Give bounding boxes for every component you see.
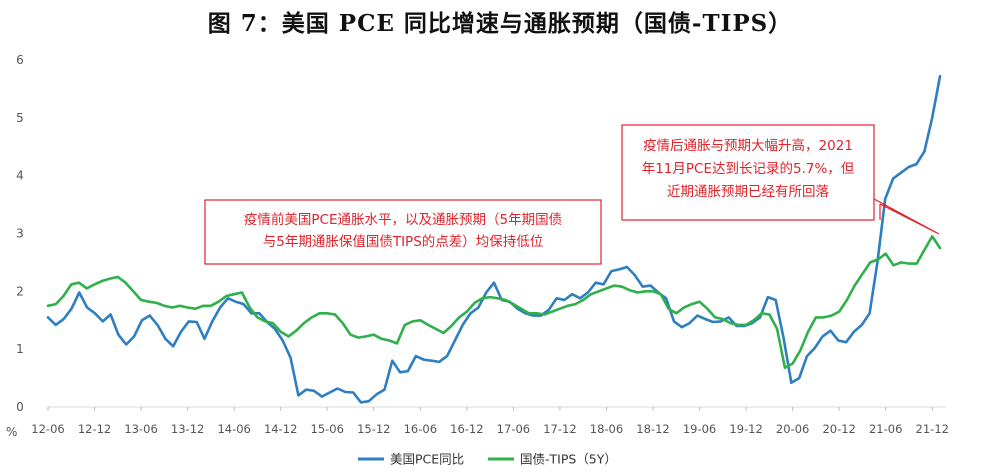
annotation-pre-covid-line: 与5年期通胀保值国债TIPS的点差）均保持低位 bbox=[263, 234, 544, 250]
annotation-post-covid-line: 年11月PCE达到长记录的5.7%，但 bbox=[642, 161, 855, 177]
x-tick-label: 18-06 bbox=[590, 422, 623, 436]
annotation-post-covid-line: 近期通胀预期已经有所回落 bbox=[667, 184, 829, 200]
x-tick-label: 16-06 bbox=[404, 422, 437, 436]
annotation-post-covid-line: 疫情后通胀与预期大幅升高，2021 bbox=[643, 137, 853, 154]
x-tick-label: 15-06 bbox=[311, 422, 344, 436]
x-tick-label: 17-12 bbox=[543, 422, 576, 436]
y-tick-label: 1 bbox=[16, 342, 24, 356]
x-tick-label: 20-06 bbox=[776, 422, 809, 436]
y-tick-label: 4 bbox=[16, 169, 24, 183]
series-line-1 bbox=[46, 235, 942, 370]
chart-title: 图 7：美国 PCE 同比增速与通胀预期（国债-TIPS） bbox=[207, 10, 793, 37]
legend-label-1: 国债-TIPS（5Y） bbox=[520, 452, 617, 467]
x-tick-label: 21-06 bbox=[869, 422, 902, 436]
legend-label-0: 美国PCE同比 bbox=[390, 452, 464, 467]
legend: 美国PCE同比 国债-TIPS（5Y） bbox=[358, 452, 617, 467]
y-tick-label: 0 bbox=[16, 400, 24, 414]
plot-lines bbox=[46, 74, 942, 404]
annotation-box-post-covid bbox=[621, 124, 875, 221]
x-tick-label: 20-12 bbox=[822, 422, 855, 436]
annotation-pre-covid-line: 疫情前美国PCE通胀水平，以及通胀预期（5年期国债 bbox=[244, 211, 562, 228]
x-tick-label: 13-12 bbox=[171, 422, 204, 436]
x-tick-label: 19-12 bbox=[729, 422, 762, 436]
x-tick-label: 18-12 bbox=[636, 422, 669, 436]
y-tick-label: 3 bbox=[16, 227, 24, 241]
annotations: 疫情前美国PCE通胀水平，以及通胀预期（5年期国债与5年期通胀保值国债TIPS的… bbox=[204, 124, 940, 265]
y-unit-label: % bbox=[6, 425, 17, 439]
x-tick-label: 16-12 bbox=[450, 422, 483, 436]
x-tick-label: 15-12 bbox=[357, 422, 390, 436]
x-tick-label: 21-12 bbox=[916, 422, 949, 436]
y-tick-label: 5 bbox=[16, 111, 24, 125]
x-tick-label: 14-12 bbox=[264, 422, 297, 436]
series-line-0 bbox=[46, 74, 942, 404]
x-tick-label: 17-06 bbox=[497, 422, 530, 436]
annotation-pointer bbox=[873, 198, 940, 235]
x-tick-label: 12-12 bbox=[78, 422, 111, 436]
x-axis: 12-06 12-12 13-06 13-12 14-06 14-12 15-06 15-12… bbox=[31, 406, 949, 436]
x-tick-label: 14-06 bbox=[217, 422, 250, 436]
x-tick-label: 13-06 bbox=[124, 422, 157, 436]
x-tick-label: 19-06 bbox=[683, 422, 716, 436]
annotation-box-pre-covid bbox=[204, 199, 602, 265]
y-axis: 0 1 2 3 4 5 6% bbox=[6, 53, 24, 439]
y-tick-label: 2 bbox=[16, 284, 24, 298]
x-tick-label: 12-06 bbox=[31, 422, 64, 436]
y-tick-label: 6 bbox=[16, 53, 24, 67]
